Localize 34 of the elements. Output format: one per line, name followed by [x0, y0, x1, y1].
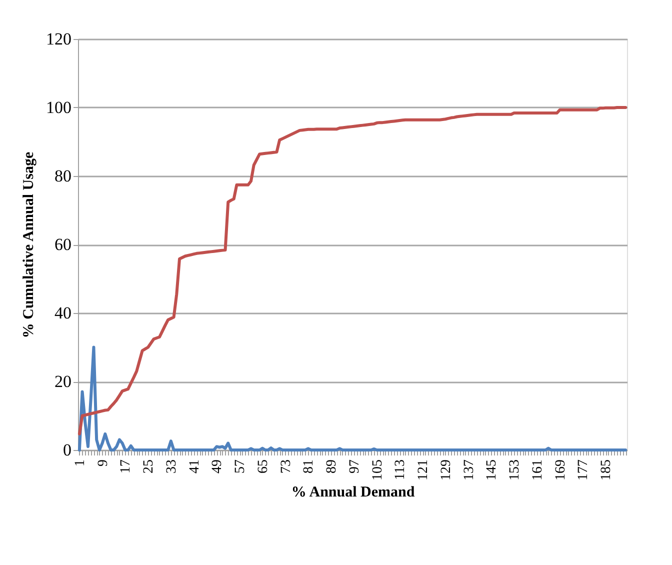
y-tick-label: 120	[46, 30, 72, 48]
y-tick-label: 60	[54, 235, 72, 254]
x-tick-label: 113	[393, 460, 408, 480]
x-tick-label: 169	[553, 460, 568, 480]
x-tick-label: 145	[484, 460, 500, 480]
x-tick-label: 129	[438, 460, 454, 480]
x-tick-label: 1	[72, 460, 88, 466]
x-tick-label: 25	[142, 460, 157, 474]
x-tick-label: 89	[324, 460, 340, 474]
x-tick-label: 9	[96, 460, 111, 466]
y-tick-label: 40	[54, 304, 72, 322]
x-tick-label: 49	[210, 460, 226, 474]
x-tick-label: 185	[599, 460, 614, 480]
x-tick-label: 121	[416, 460, 432, 480]
x-tick-label: 17	[118, 460, 134, 474]
y-tick-label: 80	[54, 166, 72, 186]
y-tick-label: 20	[54, 372, 72, 391]
x-tick-label: 41	[187, 460, 202, 474]
line-series	[78, 106, 628, 436]
x-tick-label: 73	[278, 460, 294, 474]
x-tick-label: 81	[302, 460, 317, 474]
x-tick-label: 105	[370, 460, 386, 480]
x-axis-title: % Annual Demand	[291, 484, 416, 500]
x-tick-label: 33	[164, 460, 180, 474]
x-tick-label: 153	[508, 460, 523, 480]
y-tick-label: 100	[46, 98, 72, 117]
x-tick-label: 57	[233, 460, 248, 474]
x-tick-label: 177	[576, 460, 592, 480]
y-axis-title: % Cumulative Annual Usage	[21, 152, 37, 338]
x-tick-label: 65	[256, 460, 271, 474]
x-tick-label: 161	[530, 460, 546, 480]
x-tick-label: 137	[462, 460, 477, 480]
y-tick-label: 0	[63, 440, 72, 460]
x-tick-label: 97	[347, 460, 362, 474]
